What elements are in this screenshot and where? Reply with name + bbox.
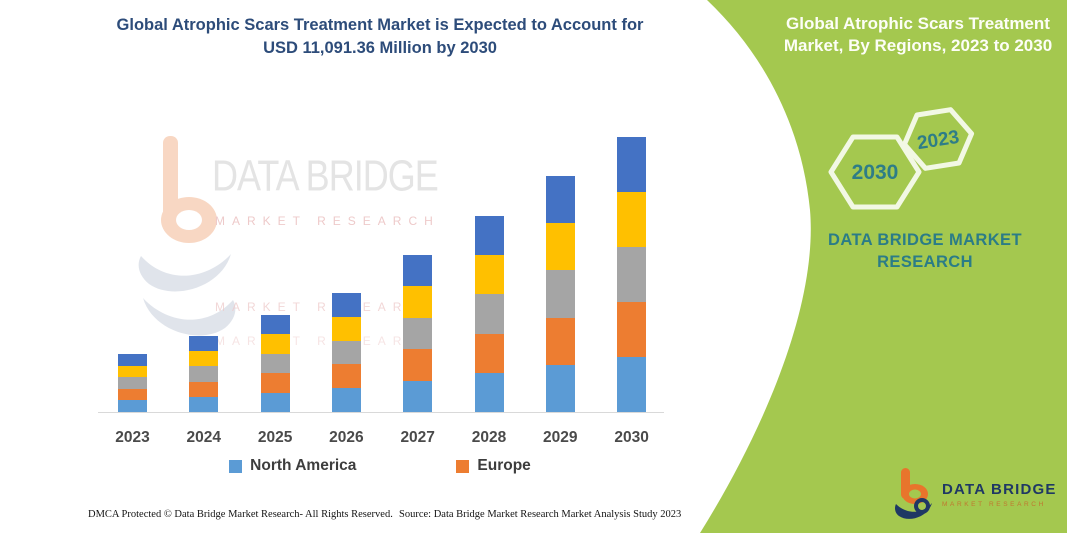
bar-segment — [403, 380, 433, 413]
footer-dmca-text: DMCA Protected © Data Bridge Market Rese… — [88, 509, 393, 520]
chart-legend: North America Europe — [100, 457, 660, 475]
bar-segment — [545, 364, 575, 413]
logo-sub-text: MARKET RESEARCH — [942, 501, 1046, 509]
stacked-bar-2028 — [474, 216, 504, 413]
bar-segment — [617, 357, 647, 412]
bar-segment — [260, 334, 290, 354]
bar-segment — [118, 388, 147, 401]
bar-segment — [331, 388, 361, 412]
bar-segment — [545, 176, 575, 224]
bar-segment — [331, 364, 361, 389]
bar-segment — [403, 286, 433, 318]
stacked-bar-2025 — [260, 315, 290, 413]
x-axis-label-2028: 2028 — [471, 429, 507, 446]
x-axis-label-2025: 2025 — [257, 429, 293, 446]
bar-segment — [189, 366, 219, 382]
x-axis-label-2027: 2027 — [400, 429, 435, 446]
bar-segment — [118, 377, 147, 389]
stacked-bar-2024 — [189, 336, 219, 413]
bar-segment — [545, 270, 575, 318]
watermark-dbmr-logo-icon — [138, 136, 236, 336]
watermark-brand-text: DATA BRIDGE — [212, 150, 439, 201]
dbmr-brand-text: DATA BRIDGE MARKET RESEARCH — [828, 231, 1022, 272]
bar-segment — [474, 372, 504, 413]
bar-segment — [474, 294, 504, 334]
year-hexagons: 2030 2023 — [828, 107, 975, 210]
bar-segment — [474, 333, 504, 373]
legend-label: Europe — [477, 457, 531, 474]
bar-segment — [403, 317, 433, 350]
watermark-sub-text: MARKET RESEARCH — [215, 214, 440, 228]
bar-segment — [118, 400, 147, 412]
plot-area: 2023 2024 2025 2026 2027 2028 2029 2030 — [98, 137, 664, 446]
bar-segment — [617, 302, 647, 357]
bar-segment — [260, 392, 290, 413]
bar-segment — [403, 255, 433, 287]
x-axis-label-2029: 2029 — [543, 429, 578, 446]
bar-segment — [189, 351, 219, 367]
right-panel-title: Global Atrophic Scars Treatment Market, … — [783, 14, 1053, 56]
bar-segment — [118, 365, 147, 378]
stacked-bar-2030 — [617, 137, 647, 412]
dbmr-logo-text: DATA BRIDGE MARKET RESEARCH — [942, 480, 1057, 509]
bar-segment — [617, 247, 647, 302]
green-panel-path — [700, 0, 1067, 533]
bar-segment — [118, 354, 147, 366]
bar-segment — [189, 336, 219, 352]
dbmr-corner-logo: DATA BRIDGE MARKET RESEARCH — [894, 466, 1057, 524]
bar-segment — [260, 315, 290, 335]
bar-segment — [331, 293, 361, 317]
bar-segment — [331, 316, 361, 341]
hexagon-2023-label: 2023 — [916, 127, 961, 154]
stacked-bar-2029 — [545, 176, 575, 413]
stacked-bar-2027 — [403, 255, 433, 413]
legend-swatch-icon — [229, 459, 243, 473]
bar-segment — [260, 373, 290, 393]
bar-segment — [474, 255, 504, 295]
bar-segment — [545, 223, 575, 271]
bar-segment — [403, 349, 433, 381]
bar-segment — [617, 137, 647, 192]
bar-segment — [617, 192, 647, 247]
bar-segment — [545, 317, 575, 365]
bar-segment — [260, 353, 290, 374]
legend-item-north-america: North America — [229, 457, 356, 475]
bar-segment — [474, 216, 504, 256]
dbmr-logo-icon — [895, 468, 932, 519]
hexagon-2030: 2030 — [828, 134, 922, 210]
x-axis-label-2030: 2030 — [614, 429, 649, 446]
hexagon-2030-label: 2030 — [852, 161, 899, 184]
stacked-bar-2023 — [118, 354, 147, 412]
logo-brand-text: DATA BRIDGE — [942, 480, 1057, 498]
legend-swatch-icon — [456, 459, 470, 473]
bar-segment — [331, 340, 361, 365]
watermark-sub-text-faint: MARKET RESEARCH — [215, 300, 440, 314]
legend-item-europe: Europe — [456, 457, 531, 475]
stacked-bar-2026 — [331, 293, 361, 412]
bar-segment — [189, 381, 219, 397]
x-axis-line — [98, 412, 664, 413]
bar-segment — [189, 396, 219, 413]
x-axis-label-2023: 2023 — [115, 429, 150, 446]
x-axis-label-2024: 2024 — [186, 429, 222, 446]
x-axis-label-2026: 2026 — [329, 429, 364, 446]
legend-label: North America — [250, 457, 357, 474]
footer-source-text: Source: Data Bridge Market Research Mark… — [399, 509, 682, 520]
chart-title: Global Atrophic Scars Treatment Market i… — [116, 16, 644, 58]
